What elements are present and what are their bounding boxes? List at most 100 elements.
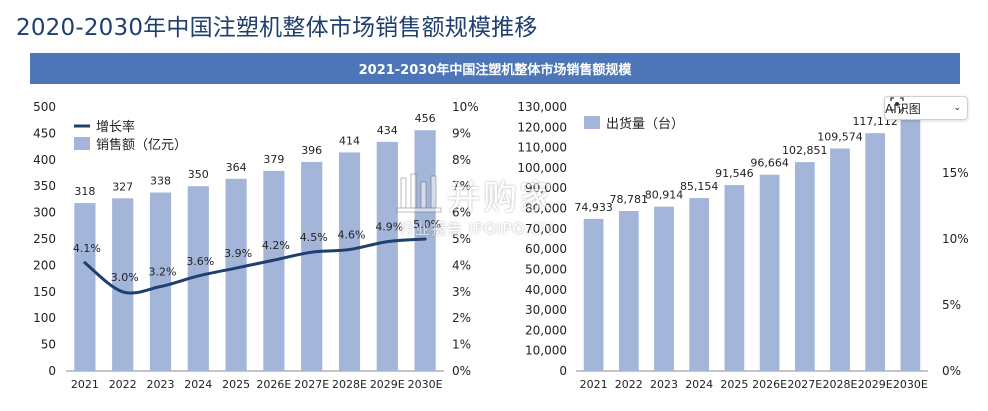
right-y-tick-label: 5% (452, 232, 471, 246)
x-tick-label: 2028E (823, 378, 858, 391)
sales-data-label: 350 (188, 168, 209, 181)
x-tick-label: 2021 (580, 378, 608, 391)
left-y-tick-label: 250 (33, 232, 56, 246)
shipment-bar (759, 174, 780, 371)
growth-data-label: 3.6% (186, 255, 214, 268)
left-y-tick-label: 200 (33, 258, 56, 272)
sales-bar (301, 161, 323, 371)
right-y-tick-label: 7% (452, 179, 471, 193)
left-y-tick-label: 70,000 (525, 222, 567, 236)
x-tick-label: 2027E (787, 378, 822, 391)
sales-bar (414, 130, 436, 371)
right-y-tick-label: 9% (452, 126, 471, 140)
shipment-data-label: 102,851 (782, 144, 828, 157)
legend-growth-label: 增长率 (96, 119, 135, 135)
left-y-tick-label: 0 (559, 364, 567, 378)
shipment-data-label: 74,933 (574, 201, 613, 214)
right-y-tick-label: 5% (942, 298, 961, 312)
chevron-down-icon: ⌄ (953, 103, 961, 113)
x-tick-label: 2023 (650, 378, 678, 391)
legend-bar-swatch (74, 137, 90, 150)
left-y-tick-label: 20,000 (525, 323, 567, 337)
right-y-tick-label: 15% (942, 166, 969, 180)
x-tick-label: 2024 (685, 378, 713, 391)
left-y-tick-label: 80,000 (525, 202, 567, 216)
right-y-tick-label: 3% (452, 285, 471, 299)
left-y-tick-label: 110,000 (517, 141, 567, 155)
growth-data-label: 4.1% (73, 242, 101, 255)
right-y-tick-label: 4% (452, 258, 471, 272)
sales-bar (263, 170, 285, 371)
left-y-tick-label: 350 (33, 179, 56, 193)
x-tick-label: 2026E (256, 378, 291, 391)
growth-data-label: 4.9% (375, 221, 403, 234)
shipment-bar (654, 206, 674, 371)
shipment-data-label: 85,154 (680, 180, 719, 193)
sales-data-label: 318 (74, 185, 95, 198)
right-y-tick-label: 0% (452, 364, 471, 378)
sales-growth-chart: 0 50 100 150 200 250 300 350 400 450 500 0% 1% 2% 3% 4%… (33, 100, 479, 391)
x-tick-label: 2022 (615, 378, 643, 391)
sales-data-label: 434 (377, 124, 398, 137)
shipment-bar (583, 218, 604, 371)
sales-bar (74, 203, 96, 371)
left-y-tick-label: 10,000 (525, 344, 567, 358)
page-title: 2020-2030年中国注塑机整体市场销售额规模推移 (16, 15, 538, 41)
left-y-tick-label: 150 (33, 285, 56, 299)
ai-scan-icon (890, 97, 904, 111)
sales-bar (149, 192, 172, 371)
right-y-tick-label: 10% (452, 100, 479, 114)
shipment-bar (865, 133, 886, 371)
sales-bar (187, 186, 209, 371)
growth-rate-line (83, 237, 427, 295)
left-y-tick-label: 30,000 (525, 303, 567, 317)
sales-bar (376, 141, 398, 371)
x-tick-label: 2025 (720, 378, 748, 391)
right-y-tick-label: 1% (452, 338, 471, 352)
x-tick-label: 2024 (184, 378, 212, 391)
sales-data-label: 379 (263, 153, 284, 166)
sales-data-label: 338 (150, 175, 171, 188)
x-tick-label: 2029E (370, 378, 405, 391)
left-y-tick-label: 100 (33, 311, 56, 325)
right-y-tick-label: 8% (452, 153, 471, 167)
left-y-tick-label: 90,000 (525, 181, 567, 195)
x-tick-label: 2030E (893, 378, 928, 391)
shipment-bar (618, 211, 639, 371)
left-y-tick-label: 40,000 (525, 283, 567, 297)
x-tick-label: 2028E (332, 378, 367, 391)
left-y-tick-label: 50,000 (525, 262, 567, 276)
left-y-tick-label: 120,000 (517, 120, 567, 134)
legend-sales-label: 销售额（亿元） (96, 137, 187, 153)
shipment-bar (724, 185, 745, 371)
x-tick-label: 2030E (408, 378, 443, 391)
shipment-bar (830, 148, 850, 371)
ai-recognize-button[interactable]: AI识图 ⌄ (884, 96, 968, 120)
right-y-tick-label: 6% (452, 206, 471, 220)
legend-shipment-label: 出货量（台） (606, 116, 684, 132)
sales-data-label: 327 (112, 180, 133, 193)
left-y-tick-label: 400 (33, 153, 56, 167)
left-y-tick-label: 60,000 (525, 242, 567, 256)
x-tick-label: 2023 (147, 378, 175, 391)
x-tick-label: 2025 (222, 378, 250, 391)
growth-data-label: 4.2% (262, 239, 290, 252)
shipment-bar (900, 119, 921, 371)
growth-data-label: 4.5% (300, 231, 328, 244)
shipment-bar (689, 198, 710, 371)
growth-data-label: 3.0% (111, 271, 139, 284)
left-y-tick-label: 500 (33, 100, 56, 114)
growth-data-label: 5.0% (413, 218, 441, 231)
sales-data-label: 364 (226, 161, 247, 174)
left-y-tick-label: 130,000 (517, 100, 567, 114)
sales-data-label: 396 (301, 144, 322, 157)
shipment-data-label: 96,664 (750, 157, 789, 170)
sales-bar (225, 178, 247, 371)
shipment-data-label: 80,914 (645, 189, 684, 202)
legend-bar-swatch (584, 116, 600, 129)
x-tick-label: 2027E (294, 378, 329, 391)
shipment-data-label: 91,546 (715, 167, 754, 180)
shipment-data-label: 109,574 (817, 130, 863, 143)
left-y-tick-label: 50 (41, 338, 56, 352)
